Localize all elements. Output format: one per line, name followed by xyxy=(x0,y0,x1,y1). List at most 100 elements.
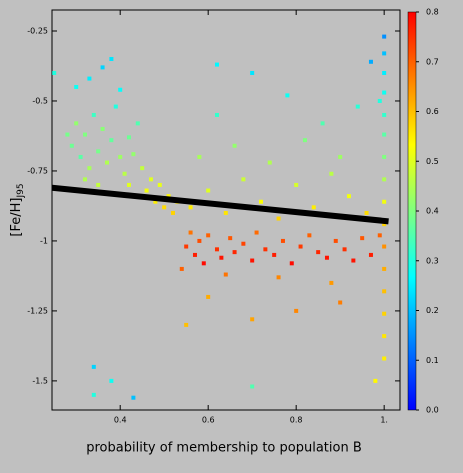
point xyxy=(272,252,277,257)
point xyxy=(104,160,109,165)
x-tick-label: 0.6 xyxy=(202,416,215,425)
point xyxy=(320,121,325,126)
point xyxy=(324,255,329,260)
x-axis-label: probability of membership to population … xyxy=(86,441,362,456)
point xyxy=(52,70,57,75)
point xyxy=(91,364,96,369)
point xyxy=(258,199,263,204)
point xyxy=(65,132,70,137)
point xyxy=(96,182,101,187)
point xyxy=(122,171,127,176)
point xyxy=(355,104,360,109)
point xyxy=(382,334,387,339)
point xyxy=(294,308,299,313)
point xyxy=(382,289,387,294)
point xyxy=(338,154,343,159)
point xyxy=(109,138,114,143)
point xyxy=(223,272,228,277)
point xyxy=(206,188,211,193)
y-label-sub: J95 xyxy=(16,183,26,198)
fit-line xyxy=(51,184,389,225)
point xyxy=(316,250,321,255)
point xyxy=(333,238,338,243)
point xyxy=(276,275,281,280)
point xyxy=(250,317,255,322)
point xyxy=(87,76,92,81)
point xyxy=(263,247,268,252)
point xyxy=(311,205,316,210)
point xyxy=(140,166,145,171)
colorbar-tick-label: 0.0 xyxy=(426,406,439,415)
x-tick-label: 0.8 xyxy=(290,416,303,425)
point xyxy=(307,233,312,238)
point xyxy=(184,244,189,249)
point xyxy=(382,34,387,39)
point xyxy=(267,160,272,165)
point xyxy=(368,59,373,64)
point xyxy=(162,205,167,210)
point xyxy=(184,322,189,327)
point xyxy=(214,62,219,67)
y-tick-label: -0.5 xyxy=(32,96,48,105)
point xyxy=(166,194,171,199)
point xyxy=(346,194,351,199)
point xyxy=(131,395,136,400)
point xyxy=(153,199,158,204)
point xyxy=(69,143,74,148)
point xyxy=(82,132,87,137)
point xyxy=(126,135,131,140)
point xyxy=(148,177,153,182)
point xyxy=(214,247,219,252)
point xyxy=(351,258,356,263)
point xyxy=(91,112,96,117)
point xyxy=(206,294,211,299)
point xyxy=(126,182,131,187)
point xyxy=(368,252,373,257)
point xyxy=(232,143,237,148)
y-label-main: [Fe/H] xyxy=(9,198,24,237)
point xyxy=(82,177,87,182)
point xyxy=(382,266,387,271)
point xyxy=(382,199,387,204)
point xyxy=(87,166,92,171)
point xyxy=(382,132,387,137)
point xyxy=(100,126,105,131)
point xyxy=(338,300,343,305)
point xyxy=(206,233,211,238)
point xyxy=(74,121,79,126)
point xyxy=(382,90,387,95)
point xyxy=(197,154,202,159)
point xyxy=(377,233,382,238)
colorbar-tick-label: 0.6 xyxy=(426,107,439,116)
colorbar-tick-label: 0.5 xyxy=(426,157,439,166)
colorbar-tick-label: 0.8 xyxy=(426,8,439,17)
point xyxy=(192,252,197,257)
colorbar-tick-label: 0.1 xyxy=(426,356,439,365)
point xyxy=(91,392,96,397)
point xyxy=(382,51,387,56)
y-tick-label: -1.25 xyxy=(27,306,48,315)
point xyxy=(232,250,237,255)
point xyxy=(188,205,193,210)
y-tick-label: -0.75 xyxy=(27,166,48,175)
point xyxy=(219,255,224,260)
point xyxy=(364,210,369,215)
point xyxy=(298,244,303,249)
point xyxy=(289,261,294,266)
point xyxy=(144,188,149,193)
y-tick-label: -0.25 xyxy=(27,26,48,35)
point xyxy=(201,261,206,266)
plot-frame xyxy=(51,9,401,411)
point xyxy=(214,112,219,117)
point xyxy=(100,65,105,70)
colorbar-tick-label: 0.3 xyxy=(426,256,439,265)
point xyxy=(360,236,365,241)
point xyxy=(280,238,285,243)
point xyxy=(382,311,387,316)
y-tick-label: -1 xyxy=(40,236,48,245)
point xyxy=(113,104,118,109)
colorbar-tick-label: 0.7 xyxy=(426,57,439,66)
point xyxy=(329,280,334,285)
point xyxy=(382,112,387,117)
point xyxy=(118,154,123,159)
